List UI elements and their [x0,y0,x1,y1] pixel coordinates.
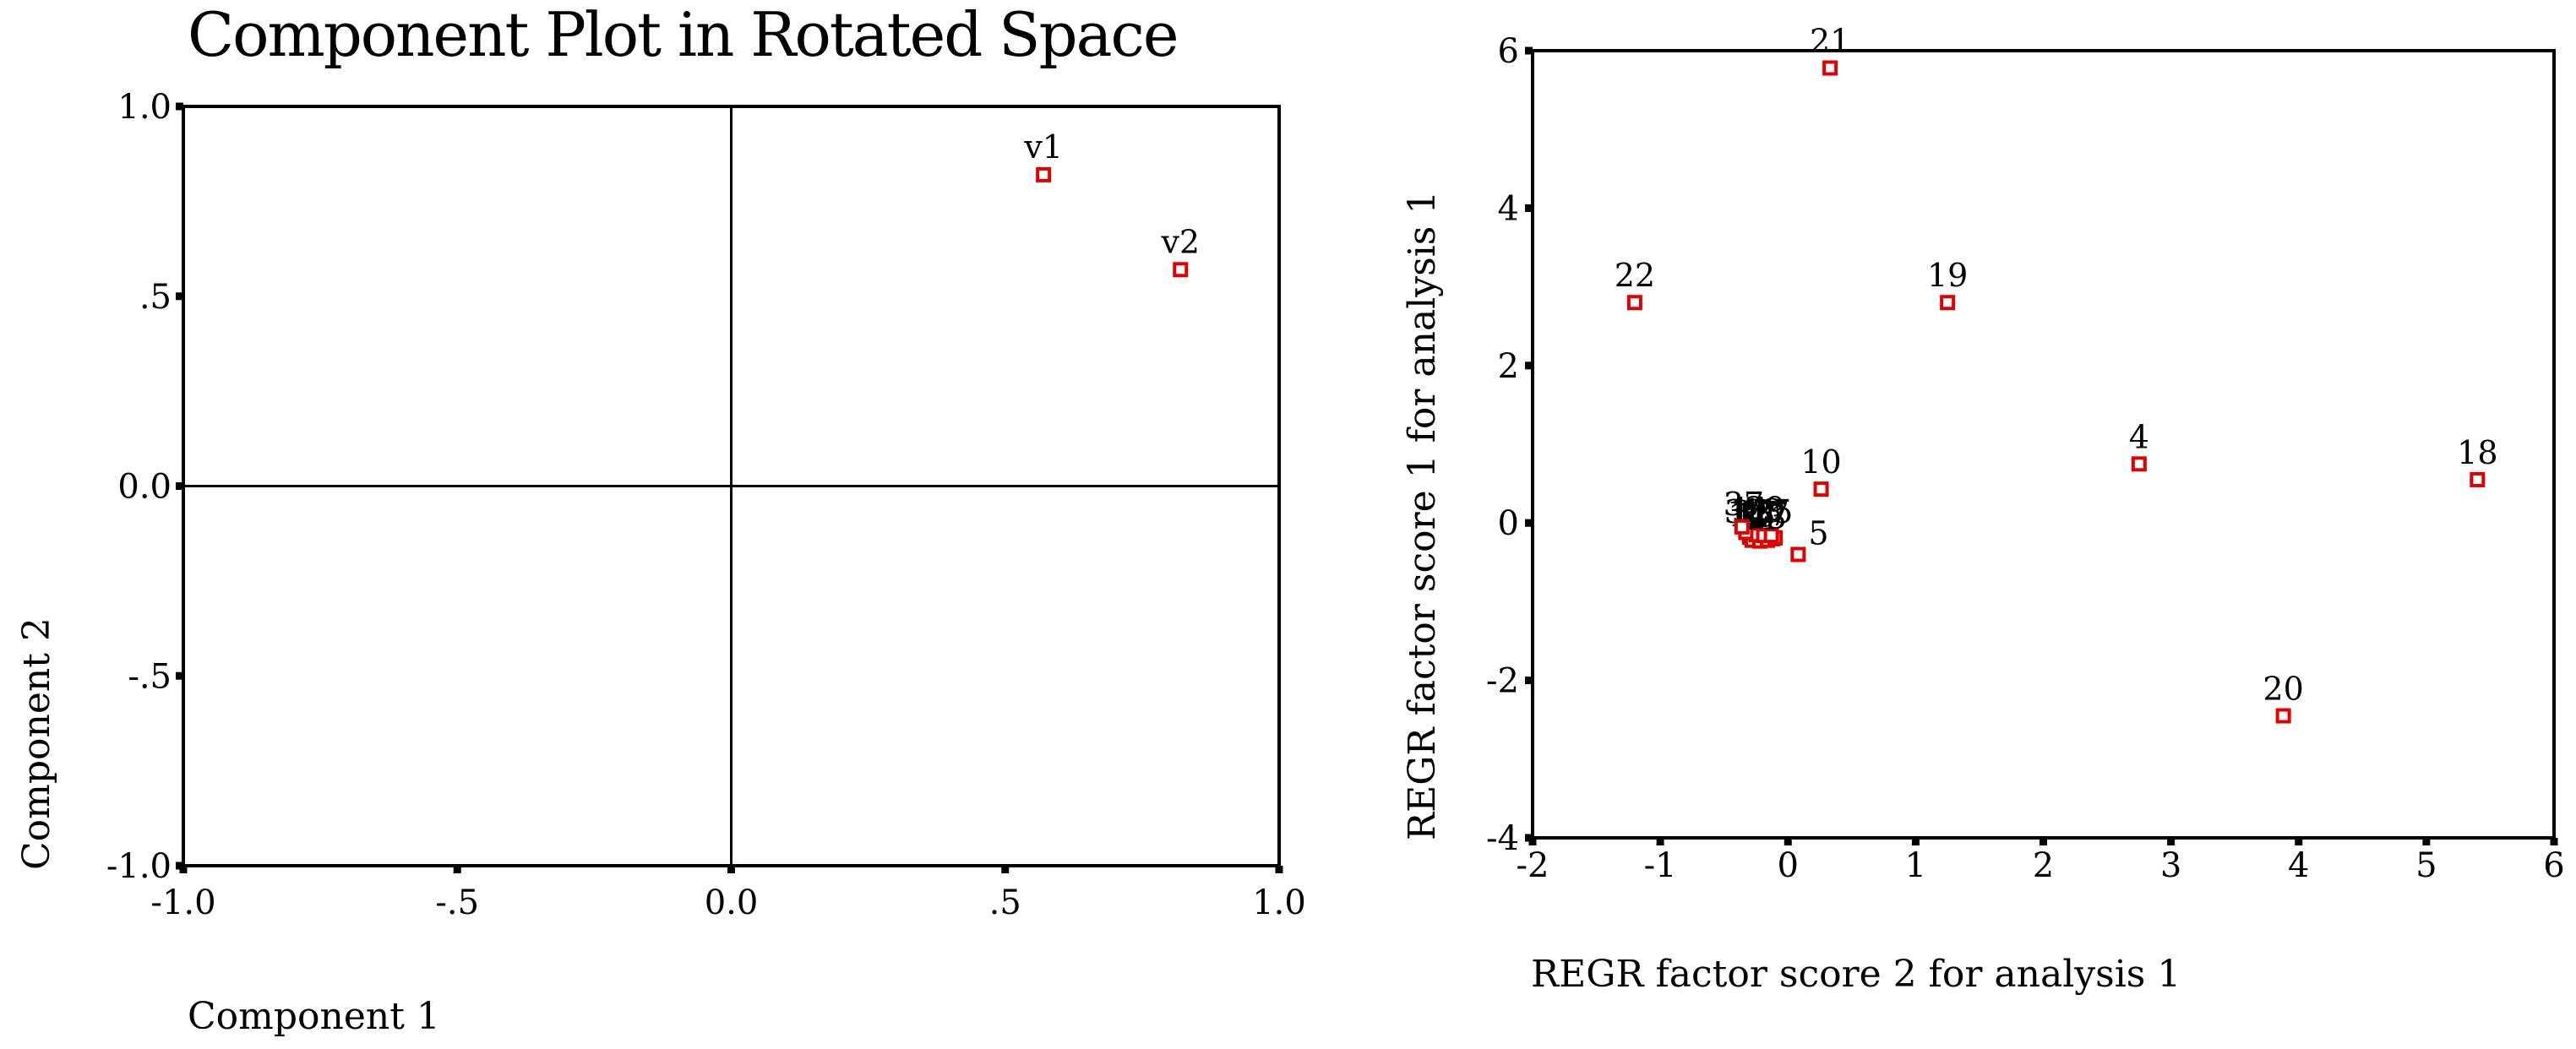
factor-score-plot-x-axis-label: REGR factor score 2 for analysis 1 [1531,953,2181,996]
point-label: 19 [1927,257,1968,294]
point-marker [1734,519,1750,535]
point-label: 10 [1800,443,1841,481]
point-marker [2275,708,2291,724]
component-plot-x-axis-label: Component 1 [188,995,440,1038]
component-plot-title: Component Plot in Rotated Space [188,0,1177,70]
point-marker [1822,60,1838,76]
point-marker [2470,471,2486,487]
x-tick-label: 6 [2543,846,2564,885]
x-tick-label: 1.0 [1252,883,1306,922]
cluster-point-label: 27 [1748,496,1789,533]
y-tick-label: 0.0 [117,468,172,507]
point-label: 37 [1724,486,1764,523]
point-marker [1173,262,1189,278]
y-tick-label: 6 [1498,32,1519,71]
y-tick-label: -.5 [128,657,172,696]
y-tick-label: .5 [139,278,172,317]
x-tick-label: .5 [989,883,1021,922]
component-plot-points: v1 v2 [1023,128,1200,278]
component-plot-y-axis-label: Component 2 [15,617,58,870]
point-marker [1036,166,1052,182]
point-marker [1940,295,1956,311]
cluster-point-marker [1763,528,1779,544]
point-label: 21 [1810,23,1850,60]
factor-score-plot-y-axis-label: REGR factor score 1 for analysis 1 [1401,191,1444,840]
cluster-point-label: 23 [1745,499,1786,536]
y-tick-label: 2 [1498,347,1519,386]
point-marker [1790,546,1806,563]
cluster-point-label: 29 [1745,490,1785,527]
point-label: v1 [1023,128,1063,166]
point-marker [1813,481,1829,497]
point-label: 5 [1808,514,1828,552]
component-plot-y-ticks: 1.0 .5 0.0 -.5 -1.0 [106,88,183,886]
x-tick-label: -1 [1644,846,1677,885]
y-tick-label: 0 [1498,504,1519,543]
point-label: v2 [1160,223,1200,260]
point-label: 20 [2263,671,2303,708]
x-tick-label: 3 [2160,846,2181,885]
x-tick-label: -2 [1517,846,1549,885]
factor-score-plot-points: 21 22 19 10 4 18 5 20 37 [1615,23,2498,724]
x-tick-label: -.5 [435,883,479,922]
factor-score-plot-y-ticks: -4 -2 0 2 4 6 [1486,32,1533,858]
x-tick-label: -1.0 [150,883,215,922]
x-tick-label: 4 [2288,846,2309,885]
y-tick-label: 1.0 [117,88,172,127]
x-tick-label: 0.0 [705,883,759,922]
point-marker [2131,456,2147,472]
point-label: 4 [2129,418,2149,455]
y-tick-label: -2 [1486,662,1519,701]
cluster-point-label: 25 [1752,493,1793,530]
x-tick-label: 0 [1778,846,1799,885]
x-tick-label: 5 [2415,846,2437,885]
component-plot-x-ticks: -1.0 -.5 0.0 .5 1.0 [150,866,1306,922]
point-label: 18 [2457,434,2497,471]
x-tick-label: 2 [2033,846,2054,885]
x-tick-label: 1 [1905,846,1926,885]
factor-score-plot-frame [1531,49,2556,840]
factor-score-plot-x-ticks: -2 -1 0 1 2 3 4 5 6 [1517,838,2565,885]
point-label: 22 [1615,257,1655,294]
y-tick-label: 4 [1498,189,1519,228]
component-plot: Component Plot in Rotated Space -1.0 -.5 0… [15,0,1306,1038]
y-tick-label: -4 [1486,819,1519,858]
y-tick-label: -1.0 [106,847,172,886]
point-marker [1626,295,1642,311]
